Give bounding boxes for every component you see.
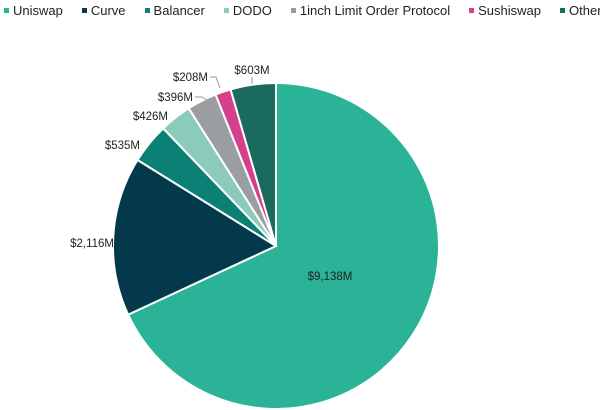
data-label: $9,138M [308, 271, 353, 283]
leader-line [210, 76, 221, 89]
data-label: $396M [158, 92, 193, 104]
legend-swatch [469, 8, 475, 13]
legend-item[interactable]: Other [560, 3, 600, 18]
legend-label: Other [569, 3, 600, 18]
legend-item[interactable]: Curve [81, 3, 126, 18]
legend-label: Curve [90, 3, 126, 18]
legend-item[interactable]: Balancer [144, 3, 205, 18]
legend-item[interactable]: 1inch Limit Order Protocol [290, 3, 451, 18]
pie-slice-other[interactable] [229, 81, 277, 247]
data-label: $535M [105, 140, 140, 152]
legend-item[interactable]: Uniswap [4, 3, 63, 18]
legend-swatch [223, 8, 229, 13]
legend-label: Sushiswap [478, 3, 542, 18]
legend-item[interactable]: DODO [223, 3, 272, 18]
legend-swatch [560, 8, 566, 13]
legend: Uniswap Curve Balancer DODO 1inch Limit Orde… [4, 3, 600, 18]
data-label: $2,116M [70, 238, 114, 250]
data-label: $208M [173, 72, 208, 84]
legend-label: 1inch Limit Order Protocol [299, 3, 451, 18]
data-label: $603M [234, 65, 269, 77]
pie-slice-uniswap[interactable] [126, 81, 440, 410]
leader-line [195, 96, 208, 101]
pie-slice-curve[interactable] [112, 158, 279, 316]
data-label: $426M [133, 111, 168, 123]
legend-label: Uniswap [13, 3, 63, 18]
legend-swatch [81, 8, 87, 13]
legend-label: DODO [232, 3, 272, 18]
legend-swatch [4, 8, 9, 13]
legend-label: Balancer [153, 3, 205, 18]
legend-swatch [290, 8, 296, 13]
legend-item[interactable]: Sushiswap [469, 3, 541, 18]
legend-swatch [144, 8, 150, 13]
